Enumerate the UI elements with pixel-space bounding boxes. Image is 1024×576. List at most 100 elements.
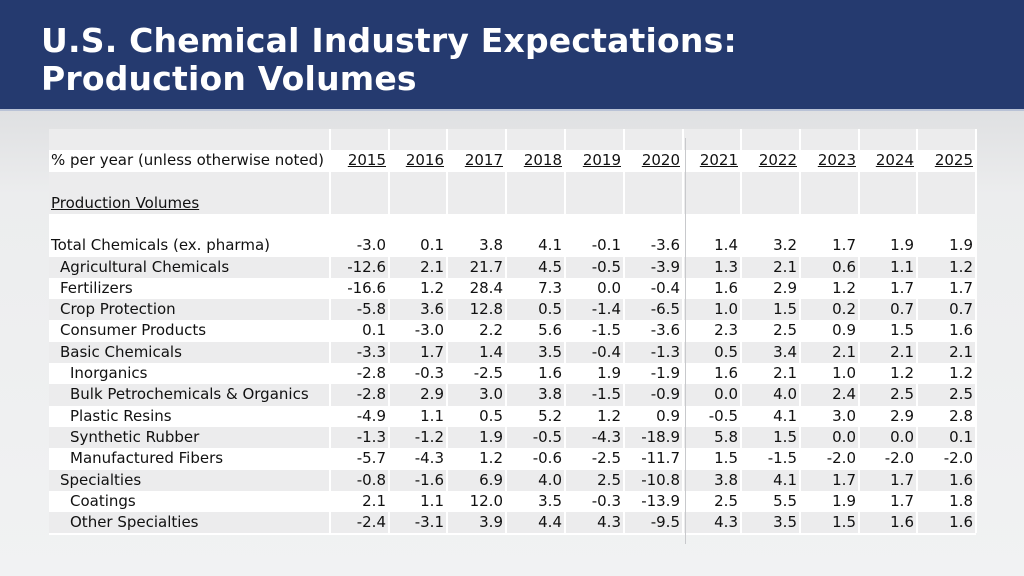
value-cell: 7.3 [506, 277, 566, 300]
value-cell: -3.6 [624, 235, 684, 257]
value-cell: 2.5 [917, 384, 977, 406]
row-label: Coatings [49, 490, 331, 513]
value-cell: -4.3 [389, 448, 448, 470]
value-cell: 0.6 [800, 256, 860, 278]
spacer-cell [447, 214, 507, 236]
value-cell: 4.3 [683, 512, 742, 534]
value-cell: -5.7 [330, 448, 390, 470]
value-cell: -0.3 [389, 363, 448, 385]
row-label: Total Chemicals (ex. pharma) [49, 235, 331, 257]
year-header: 2015 [330, 150, 390, 172]
empty-cell [389, 193, 448, 215]
spacer-cell [447, 129, 507, 150]
value-cell: 0.7 [917, 299, 977, 321]
empty-cell [741, 193, 801, 215]
row-label: Plastic Resins [49, 405, 331, 427]
value-cell: 2.9 [859, 405, 918, 427]
value-cell: 2.5 [565, 469, 625, 491]
table-row: Synthetic Rubber -1.3 -1.2 1.9 -0.5 -4.3 -18.9… [49, 426, 977, 449]
empty-cell [800, 193, 860, 215]
value-cell: 1.5 [800, 512, 860, 534]
value-cell: 4.1 [506, 235, 566, 257]
value-cell: 1.4 [447, 341, 507, 364]
value-cell: 1.7 [800, 469, 860, 491]
spacer-cell [447, 172, 507, 193]
value-cell: 1.6 [859, 512, 918, 534]
value-cell: 2.5 [859, 384, 918, 406]
value-cell: 5.5 [741, 490, 801, 513]
value-cell: 2.1 [800, 341, 860, 364]
value-cell: -1.3 [624, 341, 684, 364]
value-cell: -0.1 [565, 235, 625, 257]
empty-cell [447, 193, 507, 215]
spacer-cell [49, 172, 331, 193]
row-label: Consumer Products [49, 320, 331, 342]
value-cell: 3.8 [447, 235, 507, 257]
value-cell: -1.3 [330, 426, 390, 449]
table-row: Crop Protection -5.8 3.6 12.8 0.5 -1.4 -6.5 1.0… [49, 299, 977, 321]
value-cell: 12.0 [447, 490, 507, 513]
value-cell: 1.6 [683, 277, 742, 300]
table-row: Bulk Petrochemicals & Organics -2.8 2.9 3.0… [49, 384, 977, 406]
empty-cell [330, 193, 390, 215]
value-cell: -0.4 [565, 341, 625, 364]
value-cell: 2.1 [917, 341, 977, 364]
empty-cell [506, 193, 566, 215]
value-cell: -5.8 [330, 299, 390, 321]
value-cell: -0.6 [506, 448, 566, 470]
spacer-cell [683, 172, 742, 193]
value-cell: -6.5 [624, 299, 684, 321]
value-cell: -0.5 [565, 256, 625, 278]
spacer-cell [565, 172, 625, 193]
title-bar: U.S. Chemical Industry Expectations: Pro… [0, 0, 1024, 111]
year-header: 2020 [624, 150, 684, 172]
value-cell: 4.4 [506, 512, 566, 534]
table-row: Agricultural Chemicals -12.6 2.1 21.7 4.5 -0.… [49, 256, 977, 278]
row-label: Inorganics [49, 363, 331, 385]
forecast-divider-line [685, 138, 686, 544]
year-header: 2016 [389, 150, 448, 172]
row-label: Crop Protection [49, 299, 331, 321]
value-cell: 1.7 [800, 235, 860, 257]
value-cell: 2.4 [800, 384, 860, 406]
value-cell: -1.9 [624, 363, 684, 385]
header-row: % per year (unless otherwise noted) 2015 2… [49, 150, 977, 172]
value-cell: -2.0 [859, 448, 918, 470]
value-cell: 1.9 [447, 426, 507, 449]
value-cell: 28.4 [447, 277, 507, 300]
value-cell: -2.0 [917, 448, 977, 470]
value-cell: -4.9 [330, 405, 390, 427]
value-cell: 1.6 [917, 512, 977, 534]
value-cell: 1.2 [859, 363, 918, 385]
row-label: Agricultural Chemicals [49, 256, 331, 278]
spacer-cell [565, 129, 625, 150]
value-cell: 1.6 [506, 363, 566, 385]
spacer-cell [565, 214, 625, 236]
value-cell: 1.5 [741, 299, 801, 321]
empty-cell [859, 193, 918, 215]
value-cell: 3.6 [389, 299, 448, 321]
value-cell: 4.1 [741, 469, 801, 491]
table-row: Plastic Resins -4.9 1.1 0.5 5.2 1.2 0.9 -0.5 4.1… [49, 405, 977, 427]
table-row: Consumer Products 0.1 -3.0 2.2 5.6 -1.5 -3.6 2.… [49, 320, 977, 342]
table-row: Inorganics -2.8 -0.3 -2.5 1.6 1.9 -1.9 1.6 2.1 1.… [49, 363, 977, 385]
value-cell: 1.6 [917, 320, 977, 342]
value-cell: 2.1 [741, 256, 801, 278]
value-cell: -1.6 [389, 469, 448, 491]
value-cell: -12.6 [330, 256, 390, 278]
value-cell: -4.3 [565, 426, 625, 449]
value-cell: 0.7 [859, 299, 918, 321]
spacer-cell [683, 129, 742, 150]
data-table: % per year (unless otherwise noted) 2015 2… [49, 129, 977, 534]
value-cell: 1.7 [917, 277, 977, 300]
value-cell: -9.5 [624, 512, 684, 534]
spacer-cell [859, 129, 918, 150]
section-label: Production Volumes [49, 193, 331, 215]
value-cell: 0.5 [506, 299, 566, 321]
value-cell: 0.5 [683, 341, 742, 364]
value-cell: -11.7 [624, 448, 684, 470]
value-cell: -10.8 [624, 469, 684, 491]
spacer-cell [800, 214, 860, 236]
value-cell: 3.0 [447, 384, 507, 406]
spacer-cell [683, 214, 742, 236]
